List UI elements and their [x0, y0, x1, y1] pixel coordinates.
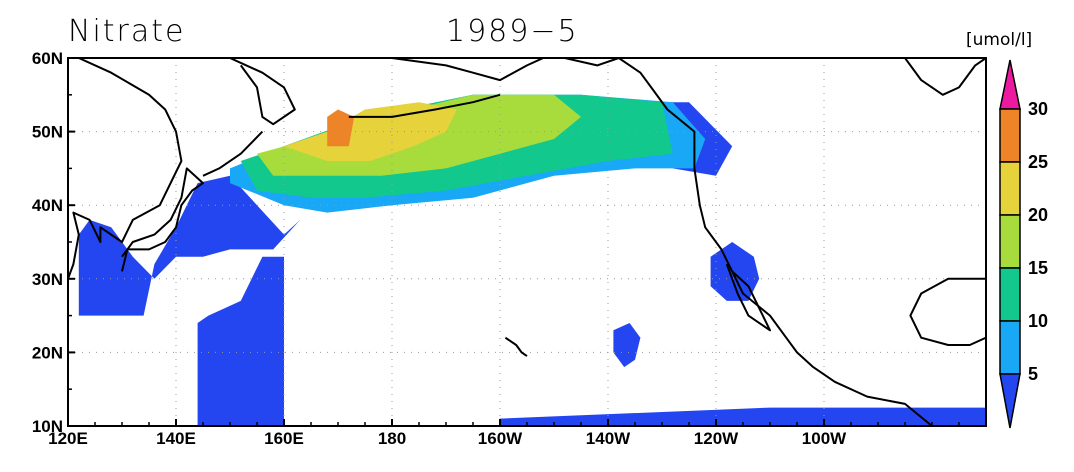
coastline-kamchatka — [229, 58, 296, 126]
y-tick-label-3: 40N — [32, 196, 63, 215]
y-tick-label-4: 50N — [32, 123, 63, 142]
colorbar-label-3: 20 — [1028, 205, 1048, 225]
colorbar-segment-3 — [999, 267, 1021, 322]
nitrate-region-0 — [197, 256, 284, 426]
colorbar-segment-2 — [999, 214, 1021, 269]
colorbar-label-1: 10 — [1028, 311, 1048, 331]
y-tick-label-0: 10N — [32, 417, 63, 436]
x-tick-label-4: 160W — [478, 429, 523, 448]
coastline-america — [564, 58, 933, 426]
colorbar-segment-0 — [999, 108, 1021, 163]
colorbar-label-5: 30 — [1028, 99, 1048, 119]
x-tick-label-7: 100W — [802, 429, 847, 448]
nitrate-region-4 — [613, 323, 641, 368]
coastline-layer — [68, 58, 986, 426]
colorbar-bottom-arrow — [999, 373, 1021, 429]
coastline-asia — [68, 58, 183, 280]
nitrate-region-1 — [78, 175, 301, 316]
y-axis-ticks: 10N 20N 30N 40N 50N 60N — [32, 49, 75, 436]
x-tick-label-6: 120W — [694, 429, 739, 448]
nitrate-region-10 — [327, 109, 355, 147]
y-tick-label-1: 20N — [32, 343, 63, 362]
coastline-kuril — [202, 130, 264, 177]
coastline-alaska — [300, 58, 544, 82]
nitrate-fill-layer — [78, 94, 986, 426]
coastline-gulf-mexico — [909, 277, 986, 346]
nitrate-region-2 — [500, 407, 986, 426]
coastline-hudson — [904, 58, 986, 96]
x-axis-ticks: 120E 140E 160E 180 160W 140W 120W 100W — [48, 419, 960, 448]
date-title: 1989−5 — [446, 14, 579, 49]
colorbar-top-arrow — [999, 59, 1021, 110]
units-label: [umol/l] — [966, 30, 1033, 50]
coastline-japan — [121, 167, 204, 272]
x-tick-label-0: 120E — [48, 429, 88, 448]
coastline-baja — [725, 263, 771, 332]
x-tick-label-3: 180 — [378, 429, 406, 448]
colorbar-segment-1 — [999, 161, 1021, 216]
colorbar-label-2: 15 — [1028, 258, 1048, 278]
coastline-hawaii — [504, 336, 528, 357]
colorbar-label-0: 5 — [1028, 364, 1038, 384]
colorbar-segment-4 — [999, 320, 1021, 375]
colorbar-label-4: 25 — [1028, 152, 1048, 172]
colorbar: 5 10 15 20 25 30 — [999, 59, 1048, 429]
y-tick-label-2: 30N — [32, 270, 63, 289]
coastline-aleutians — [348, 93, 501, 118]
x-tick-label-5: 140W — [586, 429, 631, 448]
x-tick-label-1: 140E — [156, 429, 196, 448]
y-tick-label-5: 60N — [32, 49, 63, 68]
variable-title: Nitrate — [68, 14, 186, 49]
x-tick-label-2: 160E — [264, 429, 304, 448]
